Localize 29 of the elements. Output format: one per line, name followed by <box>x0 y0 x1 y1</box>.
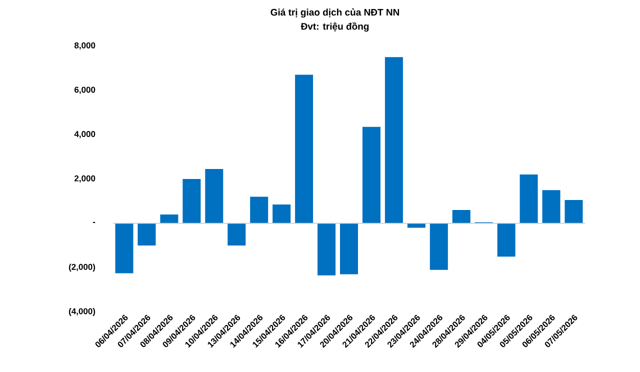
bar <box>182 178 201 224</box>
y-tick-label: 4,000 <box>74 131 96 138</box>
y-tick-label: 8,000 <box>74 42 96 50</box>
bar <box>295 74 314 224</box>
bar <box>452 210 470 224</box>
chart-subtitle: Đvt: triệu đồng <box>300 22 369 32</box>
bar <box>138 223 156 246</box>
y-tick-label: (2,000) <box>68 264 96 272</box>
bar <box>362 126 380 224</box>
bar <box>430 223 448 270</box>
bar <box>564 200 583 224</box>
bar <box>340 223 358 274</box>
y-tick-label: 6,000 <box>74 86 96 94</box>
bar <box>520 174 538 224</box>
bar <box>205 169 224 224</box>
bar <box>407 223 426 228</box>
bar <box>160 214 178 224</box>
bar <box>228 223 246 246</box>
y-tick-label: 2,000 <box>74 175 96 183</box>
chart-title: Giá trị giao dịch của NĐT NN <box>270 8 400 18</box>
bar <box>384 57 403 224</box>
bar <box>542 190 560 224</box>
bar <box>318 223 336 276</box>
bar <box>250 196 268 224</box>
bar <box>272 204 291 224</box>
y-tick-label: (4,000) <box>68 308 96 316</box>
bar <box>497 223 516 257</box>
bar <box>115 223 134 274</box>
y-tick-label: - <box>92 222 96 223</box>
